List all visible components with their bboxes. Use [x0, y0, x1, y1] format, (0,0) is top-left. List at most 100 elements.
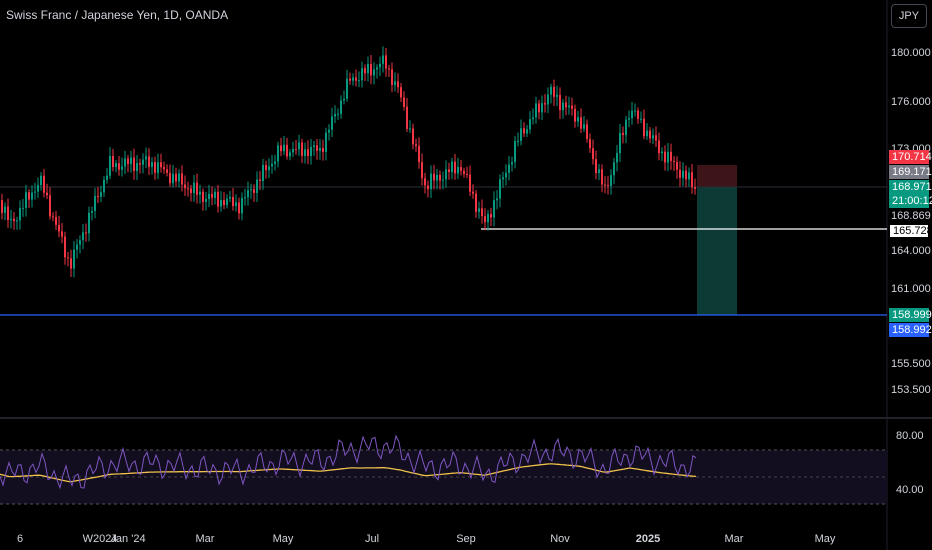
- candle-body: [646, 130, 648, 137]
- candle-body: [472, 191, 474, 194]
- candle-body: [592, 148, 594, 160]
- candle-body: [211, 193, 213, 198]
- candle-body: [136, 163, 138, 171]
- take-profit-zone[interactable]: [697, 187, 737, 315]
- candle-body: [259, 179, 261, 182]
- candle-body: [682, 170, 684, 178]
- candle-body: [253, 189, 255, 193]
- candle-body: [190, 188, 192, 194]
- candle-body: [340, 100, 342, 114]
- candle-body: [631, 110, 633, 119]
- candle-body: [79, 240, 81, 245]
- rsi-label: 80.00: [896, 430, 924, 442]
- candle-body: [208, 193, 210, 199]
- candle-body: [124, 158, 126, 167]
- candle-body: [559, 94, 561, 111]
- candle-body: [100, 192, 102, 197]
- candle-body: [544, 103, 546, 105]
- candle-body: [301, 142, 303, 156]
- candle-body: [541, 103, 543, 113]
- candle-body: [115, 163, 117, 168]
- candle-body: [412, 128, 414, 145]
- candle-body: [262, 164, 264, 182]
- candle-body: [463, 170, 465, 174]
- candle-body: [322, 147, 324, 152]
- candle-body: [565, 102, 567, 108]
- candle-body: [595, 159, 597, 173]
- time-label: 2025: [635, 533, 661, 545]
- candle-body: [337, 113, 339, 115]
- candle-body: [487, 214, 489, 223]
- candle-body: [16, 220, 18, 222]
- candle-body: [625, 119, 627, 135]
- candle-body: [196, 182, 198, 195]
- candle-body: [562, 102, 564, 111]
- time-label: Jul: [364, 533, 380, 545]
- candle-body: [439, 174, 441, 181]
- candle-body: [637, 110, 639, 119]
- currency-button[interactable]: JPY: [891, 4, 927, 28]
- candle-body: [88, 212, 90, 234]
- candle-body: [220, 200, 222, 207]
- candle-body: [19, 207, 21, 221]
- candle-body: [394, 81, 396, 85]
- candle-body: [526, 129, 528, 134]
- rsi-ma-line: [0, 463, 697, 483]
- candle-body: [169, 172, 171, 184]
- candle-body: [10, 218, 12, 221]
- candle-body: [415, 144, 417, 146]
- candle-body: [40, 175, 42, 186]
- stop-loss-zone[interactable]: [697, 165, 737, 187]
- candle-body: [25, 192, 27, 208]
- candle-body: [514, 141, 516, 163]
- candle-body: [457, 167, 459, 174]
- candle-body: [52, 216, 54, 218]
- candle-body: [229, 196, 231, 199]
- candle-body: [388, 68, 390, 70]
- candle-body: [106, 175, 108, 180]
- candle-body: [172, 173, 174, 184]
- candle-body: [217, 191, 219, 207]
- candle-body: [103, 179, 105, 193]
- candle-body: [628, 118, 630, 120]
- time-label: W2024: [82, 533, 118, 545]
- candle-body: [421, 162, 423, 179]
- candle-body: [286, 144, 288, 157]
- candle-body: [451, 161, 453, 173]
- candle-body: [568, 105, 570, 108]
- candle-body: [7, 206, 9, 221]
- candle-body: [655, 135, 657, 141]
- price-label: 180.000: [891, 47, 931, 59]
- candle-body: [178, 173, 180, 182]
- candle-body: [274, 161, 276, 164]
- candle-body: [355, 77, 357, 81]
- candle-body: [385, 55, 387, 69]
- candle-body: [121, 166, 123, 170]
- candle-body: [160, 162, 162, 168]
- candle-body: [376, 67, 378, 70]
- candle-body: [634, 110, 636, 112]
- candle-body: [613, 162, 615, 176]
- candle-body: [502, 177, 504, 180]
- candle-body: [250, 189, 252, 191]
- candle-body: [61, 231, 63, 237]
- candle-body: [598, 169, 600, 173]
- candle-body: [424, 178, 426, 186]
- candle-body: [142, 159, 144, 165]
- candle-body: [181, 173, 183, 185]
- candle-body: [589, 138, 591, 149]
- candle-body: [148, 156, 150, 167]
- candle-body: [571, 105, 573, 109]
- candle-body: [244, 197, 246, 199]
- candle-body: [331, 116, 333, 130]
- candle-body: [154, 162, 156, 173]
- candle-body: [370, 63, 372, 76]
- candle-body: [691, 172, 693, 188]
- candle-body: [484, 216, 486, 223]
- candle-body: [289, 152, 291, 157]
- candle-body: [1, 200, 3, 213]
- candle-body: [316, 145, 318, 151]
- candle-body: [496, 198, 498, 201]
- countdown-tag: 21:00:12: [889, 194, 932, 208]
